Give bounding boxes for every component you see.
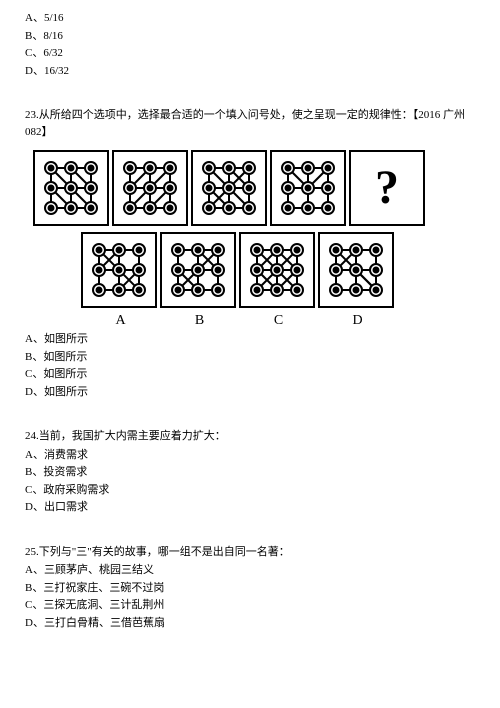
seq-cell-1 [33, 150, 109, 226]
q23-options: A、如图所示 B、如图所示 C、如图所示 D、如图所示 [25, 331, 475, 400]
seq-cell-3 [191, 150, 267, 226]
q24-opt-d: D、出口需求 [25, 499, 475, 516]
answer-b-icon [167, 239, 229, 301]
label-b: B [160, 310, 239, 331]
seq-cell-4 [270, 150, 346, 226]
question-23: 23.从所给四个选项中，选择最合适的一个填入问号处，使之呈现一定的规律性：【20… [25, 107, 475, 400]
ans-cell-b [160, 232, 236, 308]
seq-cell-2 [112, 150, 188, 226]
q25-opt-a: A、三顾茅庐、桃园三结义 [25, 562, 475, 579]
q25-text: 25.下列与"三"有关的故事，哪一组不是出自同一名著： [25, 544, 475, 561]
option-a: A、5/16 [25, 10, 475, 27]
q24-opt-b: B、投资需求 [25, 464, 475, 481]
seq-cell-question: ? [349, 150, 425, 226]
q23-answer-row [81, 232, 475, 308]
question-24: 24.当前，我国扩大内需主要应着力扩大： A、消费需求 B、投资需求 C、政府采… [25, 428, 475, 516]
q24-opt-c: C、政府采购需求 [25, 482, 475, 499]
ans-cell-a [81, 232, 157, 308]
q24-body: 当前，我国扩大内需主要应着力扩大： [39, 430, 226, 442]
ans-cell-c [239, 232, 315, 308]
answer-a-icon [88, 239, 150, 301]
q23-sequence-row: ? [33, 150, 475, 226]
option-c: C、6/32 [25, 45, 475, 62]
option-b: B、8/16 [25, 28, 475, 45]
q25-opt-b: B、三打祝家庄、三碗不过岗 [25, 580, 475, 597]
question-mark: ? [375, 152, 399, 224]
prev-options: A、5/16 B、8/16 C、6/32 D、16/32 [25, 10, 475, 79]
ans-cell-d [318, 232, 394, 308]
q23-body: 从所给四个选项中，选择最合适的一个填入问号处，使之呈现一定的规律性：【2016 … [25, 109, 465, 138]
label-a: A [81, 310, 160, 331]
q25-opt-c: C、三探无底洞、三计乱荆州 [25, 597, 475, 614]
q23-opt-b: B、如图所示 [25, 349, 475, 366]
label-c: C [239, 310, 318, 331]
question-25: 25.下列与"三"有关的故事，哪一组不是出自同一名著： A、三顾茅庐、桃园三结义… [25, 544, 475, 632]
q24-options: A、消费需求 B、投资需求 C、政府采购需求 D、出口需求 [25, 447, 475, 516]
q25-options: A、三顾茅庐、桃园三结义 B、三打祝家庄、三碗不过岗 C、三探无底洞、三计乱荆州… [25, 562, 475, 631]
answer-labels: A B C D [81, 310, 475, 331]
q23-num: 23. [25, 109, 39, 121]
q23-opt-a: A、如图所示 [25, 331, 475, 348]
pattern-2-icon [119, 157, 181, 219]
answer-d-icon [325, 239, 387, 301]
q23-opt-d: D、如图所示 [25, 384, 475, 401]
q24-text: 24.当前，我国扩大内需主要应着力扩大： [25, 428, 475, 445]
answer-c-icon [246, 239, 308, 301]
pattern-3-icon [198, 157, 260, 219]
q23-opt-c: C、如图所示 [25, 366, 475, 383]
q25-body: 下列与"三"有关的故事，哪一组不是出自同一名著： [39, 546, 290, 558]
q25-num: 25. [25, 546, 39, 558]
label-d: D [318, 310, 397, 331]
pattern-4-icon [277, 157, 339, 219]
option-d: D、16/32 [25, 63, 475, 80]
q23-text: 23.从所给四个选项中，选择最合适的一个填入问号处，使之呈现一定的规律性：【20… [25, 107, 475, 140]
q25-opt-d: D、三打白骨精、三借芭蕉扇 [25, 615, 475, 632]
pattern-1-icon [40, 157, 102, 219]
q24-num: 24. [25, 430, 39, 442]
q24-opt-a: A、消费需求 [25, 447, 475, 464]
